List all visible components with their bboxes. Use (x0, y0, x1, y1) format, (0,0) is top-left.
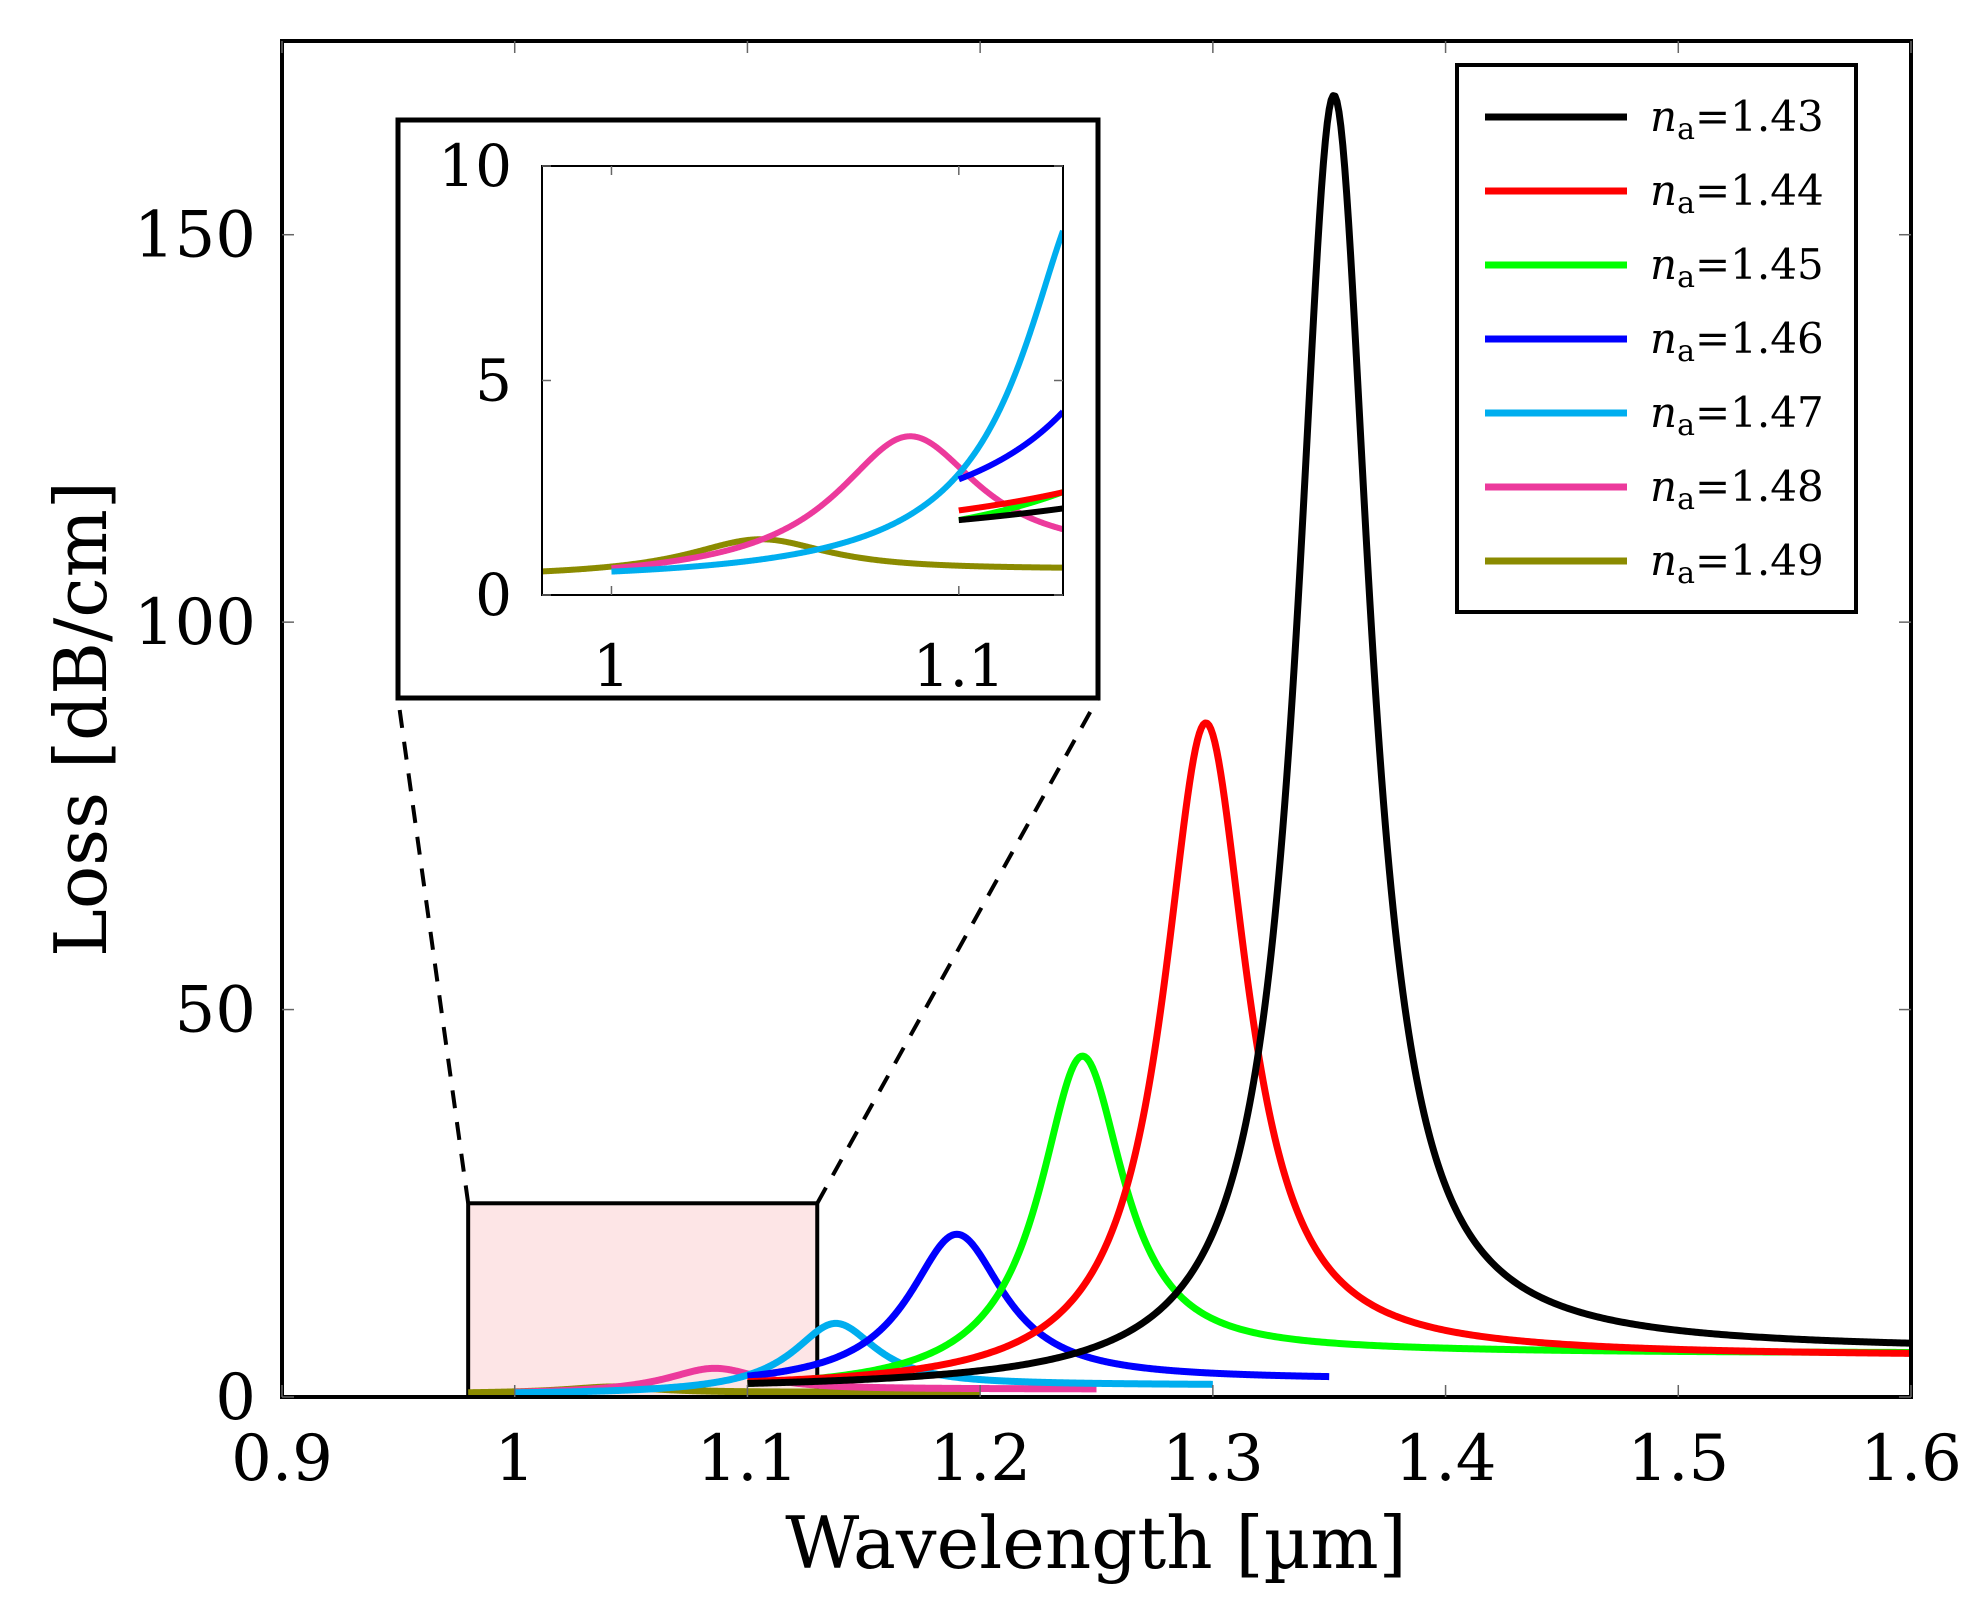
legend-label-na-1-43: na=1.43 (1650, 92, 1824, 147)
inset-series-line-na-1-46 (955, 408, 1063, 483)
inset-x-tick-labels: 1 1.1 (593, 632, 1005, 700)
x-axis-title: Wavelength [µm] (785, 1501, 1407, 1585)
x-tick-label: 0.9 (231, 1422, 333, 1496)
inset-y-tick-label: 5 (475, 347, 512, 415)
inset-x-tick-label: 1.1 (913, 632, 1005, 700)
main-y-tick-labels: 0 50 100 150 (134, 199, 256, 1435)
y-tick-label: 0 (215, 1361, 256, 1435)
x-tick-label: 1.6 (1860, 1422, 1962, 1496)
x-tick-label: 1.2 (929, 1422, 1031, 1496)
zoom-region-rect (466, 1201, 820, 1400)
y-axis-title: Loss [dB/cm] (39, 481, 123, 957)
legend-label-na-1-49: na=1.49 (1650, 536, 1824, 591)
zoom-connector-right (815, 697, 1100, 1205)
series-line-na-1-44 (745, 719, 1911, 1386)
legend-label-na-1-46: na=1.46 (1650, 314, 1824, 369)
legend-label-na-1-48: na=1.48 (1650, 462, 1824, 517)
y-tick-label: 150 (134, 199, 256, 273)
inset-x-tick-label: 1 (593, 632, 630, 700)
main-frame (280, 39, 1913, 1399)
inset-series-line-na-1-43 (955, 505, 1063, 524)
inset-series-line-na-1-44 (955, 489, 1063, 514)
inset-y-tick-labels: 0 5 10 (438, 132, 512, 629)
legend-label-na-1-44: na=1.44 (1650, 166, 1824, 221)
inset-outer-box (395, 117, 1101, 701)
zoom-connector-left (396, 697, 471, 1204)
inset-ticks-group (542, 165, 1063, 596)
main-x-tick-labels: 0.9 1 1.1 1.2 1.3 1.4 1.5 1.6 (231, 1422, 1962, 1496)
x-tick-label: 1.3 (1162, 1422, 1264, 1496)
main-ticks-group (281, 41, 1912, 1398)
legend-label-na-1-45: na=1.45 (1650, 240, 1824, 295)
inset-series-line-na-1-48 (609, 433, 1063, 572)
x-tick-label: 1 (494, 1422, 535, 1496)
x-tick-label: 1.4 (1395, 1422, 1497, 1496)
series-line-na-1-43 (745, 92, 1911, 1387)
y-tick-label: 100 (134, 586, 256, 660)
x-tick-label: 1.1 (697, 1422, 799, 1496)
inset-series-line-na-1-47 (609, 229, 1063, 575)
inset-y-tick-label: 10 (438, 132, 512, 200)
main-series-group (465, 92, 1911, 1397)
y-tick-label: 50 (175, 974, 256, 1048)
x-tick-label: 1.5 (1627, 1422, 1729, 1496)
legend-items: na=1.43 na=1.44 na=1.45 na=1.46 na=1.47 na=1.… (1485, 92, 1824, 591)
series-line-na-1-47 (512, 1319, 1216, 1397)
legend-label-na-1-47: na=1.47 (1650, 388, 1824, 443)
inset-series-group (542, 229, 1063, 575)
inset-y-tick-label: 0 (475, 561, 512, 629)
